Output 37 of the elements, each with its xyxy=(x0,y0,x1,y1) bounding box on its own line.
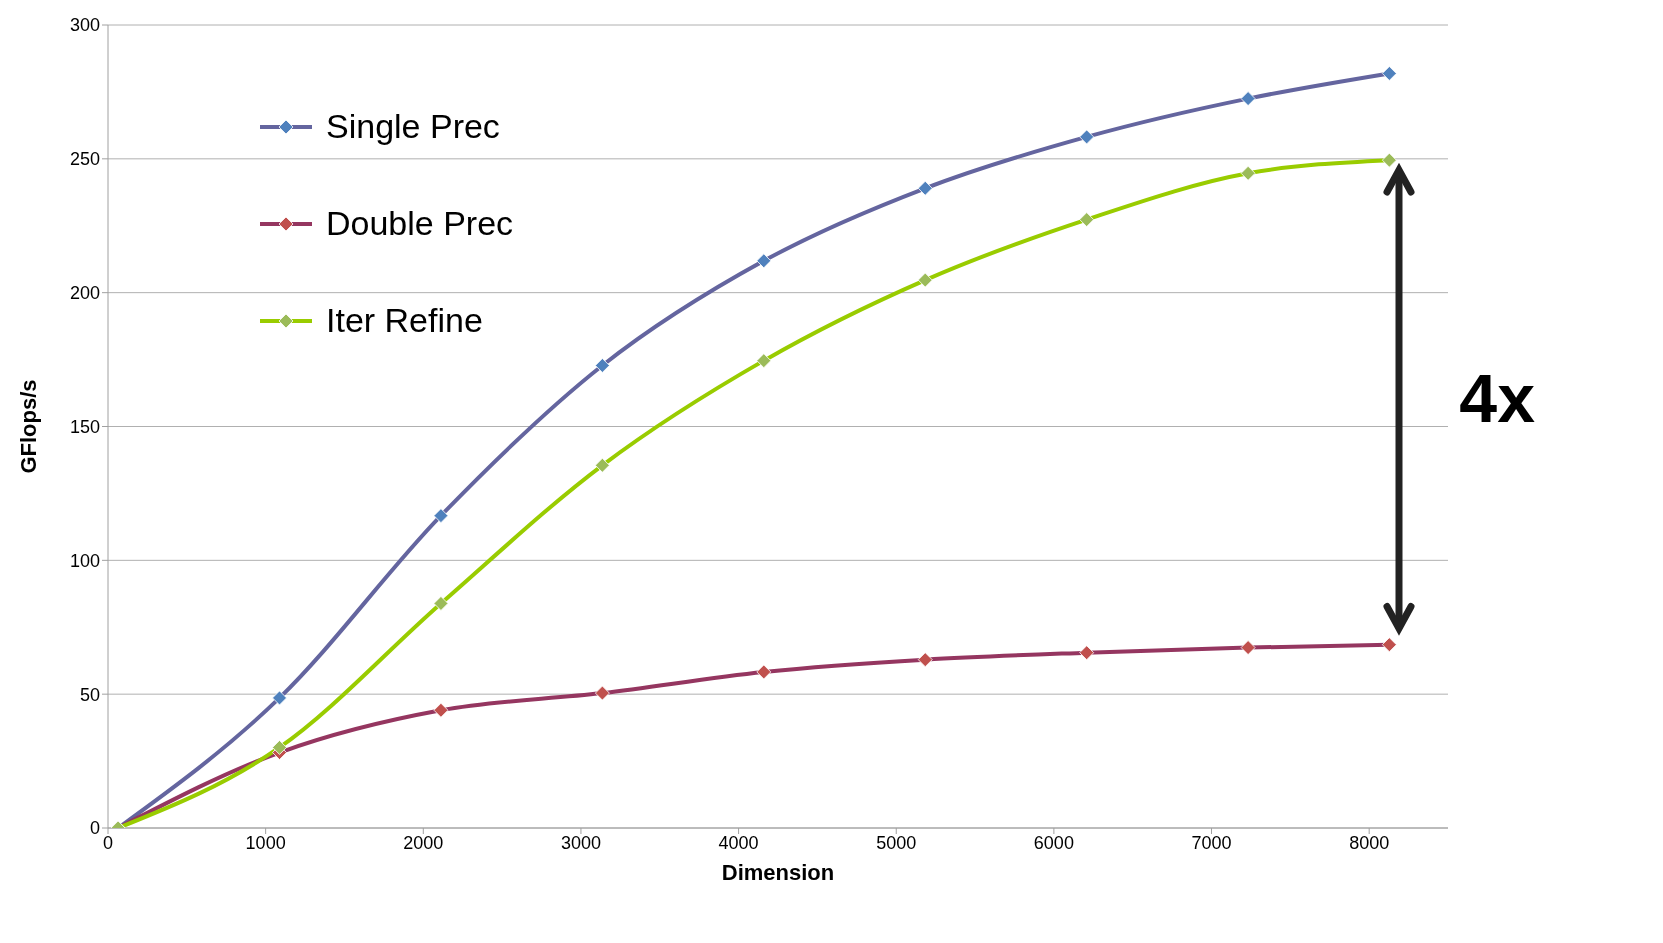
legend-label: Double Prec xyxy=(326,204,514,243)
legend-label: Single Prec xyxy=(326,107,500,146)
x-tick-label: 4000 xyxy=(718,832,759,853)
point xyxy=(756,253,772,269)
x-tick-label: 5000 xyxy=(876,832,917,853)
point xyxy=(917,180,933,196)
y-tick-label: 150 xyxy=(69,416,100,437)
x-tick-label: 7000 xyxy=(1191,832,1232,853)
x-tick-label: 2000 xyxy=(403,832,444,853)
x-tick-label: 6000 xyxy=(1033,832,1074,853)
point xyxy=(1079,645,1095,661)
x-axis-title: Dimension xyxy=(721,860,835,885)
point xyxy=(756,664,772,680)
y-tick-label: 250 xyxy=(69,149,100,170)
text: 4x xyxy=(1459,359,1535,438)
point xyxy=(1381,637,1397,653)
y-tick-label: 50 xyxy=(79,684,100,705)
point xyxy=(1381,66,1397,81)
y-axis-title: GFlops/s xyxy=(15,379,41,474)
x-tick-label: 0 xyxy=(102,832,114,853)
point xyxy=(594,685,610,701)
point xyxy=(433,702,449,718)
y-tick-label: 100 xyxy=(69,550,100,571)
x-tick-label: 1000 xyxy=(245,832,286,853)
y-tick-label: 0 xyxy=(89,818,100,839)
x-tick-label: 8000 xyxy=(1349,832,1390,853)
x-tick-label: 3000 xyxy=(560,832,601,853)
point xyxy=(917,652,933,668)
point xyxy=(594,358,610,373)
point xyxy=(1079,129,1095,145)
y-tick-label: 200 xyxy=(69,283,100,304)
point xyxy=(1240,640,1256,655)
point xyxy=(1240,91,1256,107)
y-tick-label: 300 xyxy=(69,15,100,36)
point xyxy=(272,690,287,706)
legend-label: Iter Refine xyxy=(326,301,483,340)
point xyxy=(433,508,449,524)
